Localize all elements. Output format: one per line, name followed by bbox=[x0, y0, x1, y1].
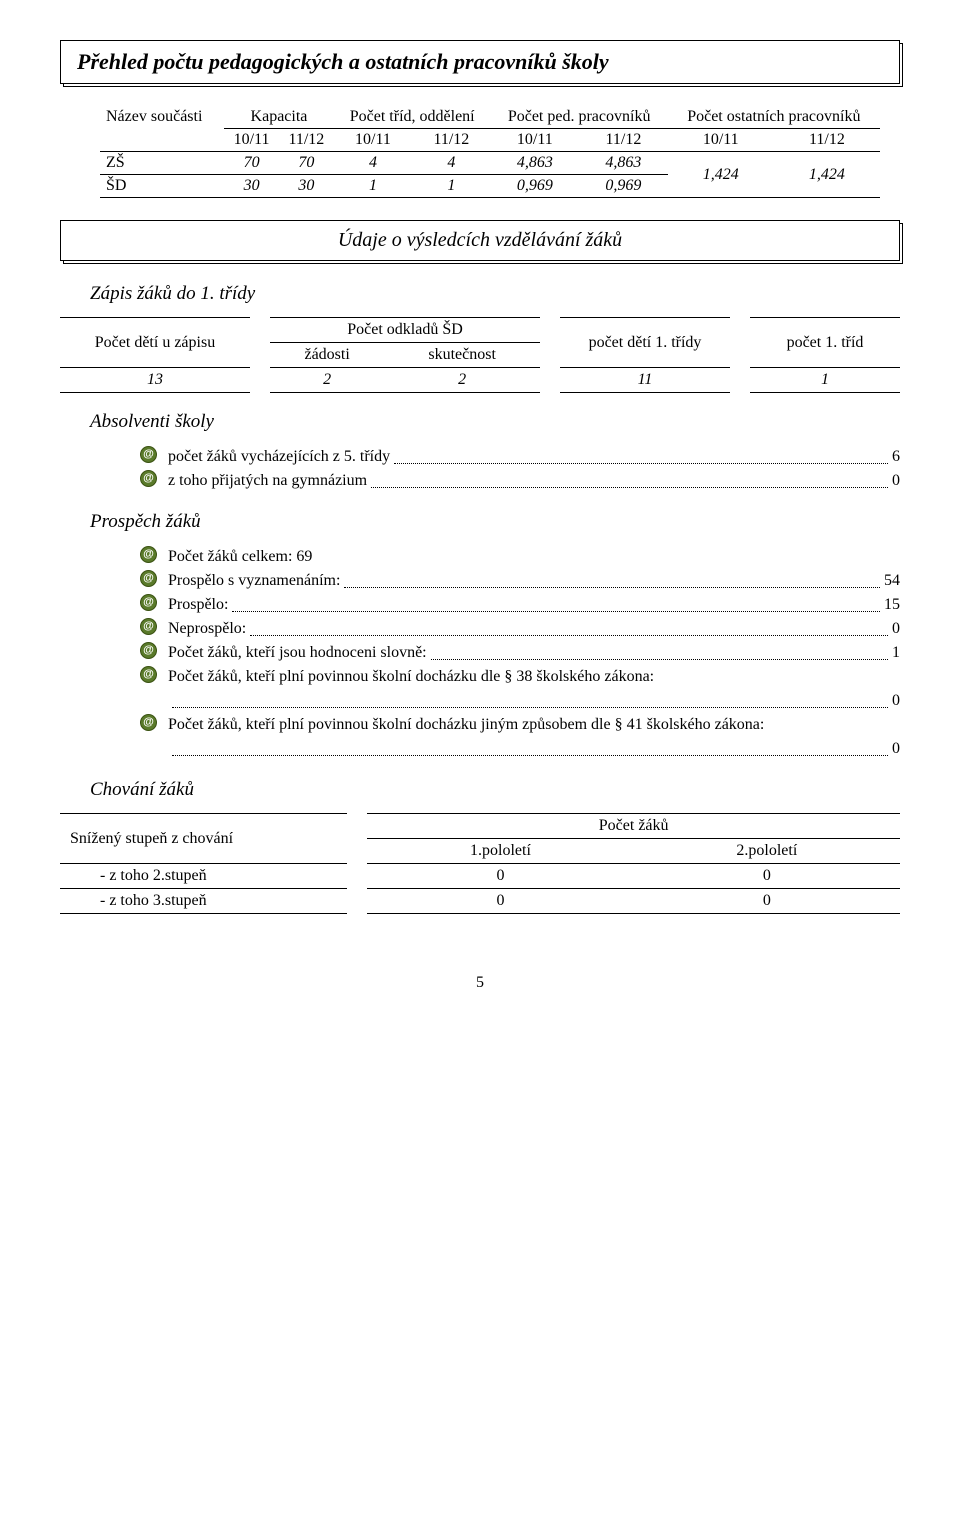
subhdr: 2.pololetí bbox=[634, 839, 900, 864]
row-label: ZŠ bbox=[100, 152, 224, 175]
subhdr: skutečnost bbox=[384, 343, 540, 368]
item-text: Prospělo s vyznamenáním: bbox=[168, 569, 340, 593]
cell: 70 bbox=[224, 152, 279, 175]
overview-table: Název součásti Kapacita Počet tříd, oddě… bbox=[100, 106, 880, 198]
cell: 4 bbox=[334, 152, 412, 175]
item-text: Neprospělo: bbox=[168, 617, 246, 641]
cell: 1 bbox=[334, 175, 412, 198]
yr: 11/12 bbox=[279, 129, 334, 152]
enrollment-table: Počet dětí u zápisu Počet odkladů ŠD poč… bbox=[60, 317, 900, 393]
item-value: 0 bbox=[892, 689, 900, 713]
list-item: Neprospělo: 0 bbox=[140, 617, 900, 641]
hdr: Počet žáků bbox=[367, 814, 900, 839]
list-item: Počet žáků celkem: 69 bbox=[140, 545, 900, 569]
hdr: Počet odkladů ŠD bbox=[270, 318, 540, 343]
results-list: Počet žáků celkem: 69Prospělo s vyznamen… bbox=[140, 545, 900, 761]
item-text: počet žáků vycházejících z 5. třídy bbox=[168, 445, 390, 469]
cell: 30 bbox=[224, 175, 279, 198]
yr: 10/11 bbox=[668, 129, 774, 152]
subsection-zapis: Zápis žáků do 1. třídy bbox=[90, 283, 900, 305]
cell: 2 bbox=[270, 368, 384, 393]
hdr: počet 1. tříd bbox=[750, 318, 900, 368]
list-item: Počet žáků, kteří jsou hodnoceni slovně:… bbox=[140, 641, 900, 665]
cell: 0 bbox=[367, 889, 633, 914]
cell: 1,424 bbox=[774, 152, 880, 198]
cell: 2 bbox=[384, 368, 540, 393]
cell: 0 bbox=[367, 864, 633, 889]
yr: 10/11 bbox=[491, 129, 580, 152]
yr: 11/12 bbox=[579, 129, 668, 152]
subsection-absolventi: Absolventi školy bbox=[90, 411, 900, 433]
cell: 1 bbox=[750, 368, 900, 393]
item-text: Počet žáků, kteří plní povinnou školní d… bbox=[168, 665, 900, 689]
list-item: Počet žáků, kteří plní povinnou školní d… bbox=[140, 665, 900, 713]
cell: 70 bbox=[279, 152, 334, 175]
list-item: počet žáků vycházejících z 5. třídy 6 bbox=[140, 445, 900, 469]
list-item: z toho přijatých na gymnázium 0 bbox=[140, 469, 900, 493]
subhdr: žádosti bbox=[270, 343, 384, 368]
yr: 10/11 bbox=[334, 129, 412, 152]
hdr: počet dětí 1. třídy bbox=[560, 318, 730, 368]
yr: 11/12 bbox=[774, 129, 880, 152]
list-item: Počet žáků, kteří plní povinnou školní d… bbox=[140, 713, 900, 761]
item-value: 0 bbox=[892, 617, 900, 641]
item-value: 6 bbox=[892, 445, 900, 469]
page-number: 5 bbox=[60, 974, 900, 992]
title-banner-main: Přehled počtu pedagogických a ostatních … bbox=[60, 40, 900, 84]
row-label: - z toho 3.stupeň bbox=[60, 889, 347, 914]
cell: 11 bbox=[560, 368, 730, 393]
hdr: Počet dětí u zápisu bbox=[60, 318, 250, 368]
item-text: Počet žáků, kteří plní povinnou školní d… bbox=[168, 713, 900, 737]
item-value: 0 bbox=[892, 469, 900, 493]
subsection-prospech: Prospěch žáků bbox=[90, 511, 900, 533]
col-name: Název součásti bbox=[100, 106, 224, 152]
cell: 30 bbox=[279, 175, 334, 198]
section-title: Údaje o výsledcích vzdělávání žáků bbox=[77, 229, 883, 252]
page-title: Přehled počtu pedagogických a ostatních … bbox=[77, 49, 883, 75]
graduates-list: počet žáků vycházejících z 5. třídy6z to… bbox=[140, 445, 900, 493]
item-text: Počet žáků, kteří jsou hodnoceni slovně: bbox=[168, 641, 427, 665]
item-value: 15 bbox=[884, 593, 900, 617]
item-text: z toho přijatých na gymnázium bbox=[168, 469, 367, 493]
cell: 4,863 bbox=[491, 152, 580, 175]
subsection-chovani: Chování žáků bbox=[90, 779, 900, 801]
behaviour-table: Snížený stupeň z chování Počet žáků 1.po… bbox=[60, 813, 900, 914]
col-other: Počet ostatních pracovníků bbox=[668, 106, 880, 129]
col-classes: Počet tříd, oddělení bbox=[334, 106, 491, 129]
col-capacity: Kapacita bbox=[224, 106, 334, 129]
item-value: 69 bbox=[296, 548, 312, 565]
yr: 11/12 bbox=[412, 129, 490, 152]
cell: 0,969 bbox=[579, 175, 668, 198]
col-ped: Počet ped. pracovníků bbox=[491, 106, 668, 129]
item-text: Prospělo: bbox=[168, 593, 228, 617]
item-text: Počet žáků celkem: bbox=[168, 548, 296, 565]
hdr: Snížený stupeň z chování bbox=[60, 814, 347, 864]
list-item: Prospělo s vyznamenáním: 54 bbox=[140, 569, 900, 593]
cell: 4,863 bbox=[579, 152, 668, 175]
cell: 0 bbox=[634, 864, 900, 889]
cell: 0 bbox=[634, 889, 900, 914]
subhdr: 1.pololetí bbox=[367, 839, 633, 864]
row-label: - z toho 2.stupeň bbox=[60, 864, 347, 889]
cell: 1,424 bbox=[668, 152, 774, 198]
list-item: Prospělo: 15 bbox=[140, 593, 900, 617]
item-value: 54 bbox=[884, 569, 900, 593]
item-value: 1 bbox=[892, 641, 900, 665]
cell: 4 bbox=[412, 152, 490, 175]
title-banner-sub: Údaje o výsledcích vzdělávání žáků bbox=[60, 220, 900, 261]
cell: 1 bbox=[412, 175, 490, 198]
row-label: ŠD bbox=[100, 175, 224, 198]
cell: 13 bbox=[60, 368, 250, 393]
cell: 0,969 bbox=[491, 175, 580, 198]
yr: 10/11 bbox=[224, 129, 279, 152]
item-value: 0 bbox=[892, 737, 900, 761]
